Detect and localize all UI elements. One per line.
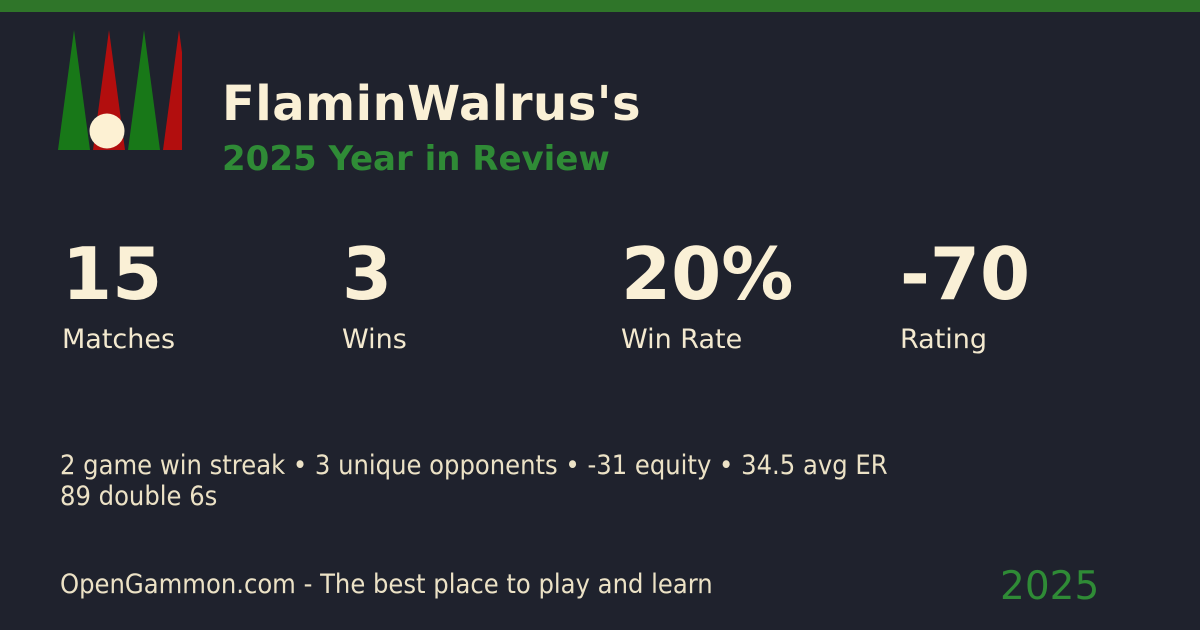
stat-win-rate: 20% Win Rate [621,232,794,355]
stat-value: -70 [900,232,1031,316]
stat-value: 15 [62,232,163,316]
stat-value: 3 [342,232,393,316]
page-title: FlaminWalrus's [222,76,642,133]
stat-matches: 15 Matches [62,232,176,355]
summary-text: 2 game win streak • 3 unique opponents •… [60,450,888,512]
board-point-green-1 [58,30,90,150]
stat-rating: -70 Rating [900,232,1031,355]
footer-year: 2025 [1000,564,1100,609]
top-accent-bar [0,0,1200,12]
checker-icon [89,113,125,149]
stat-wins: 3 Wins [342,232,407,355]
site-tagline: OpenGammon.com - The best place to play … [60,569,713,600]
summary-line-1: 2 game win streak • 3 unique opponents •… [60,450,888,481]
board-point-red-2 [163,30,182,150]
stat-label: Rating [900,324,988,355]
summary-line-2: 89 double 6s [60,481,218,512]
stat-value: 20% [621,232,794,316]
page-subtitle: 2025 Year in Review [222,139,610,180]
stat-label: Matches [62,324,176,355]
board-point-green-2 [128,30,160,150]
backgammon-logo-icon [58,30,182,150]
stat-label: Win Rate [621,324,743,355]
stat-label: Wins [342,324,407,355]
